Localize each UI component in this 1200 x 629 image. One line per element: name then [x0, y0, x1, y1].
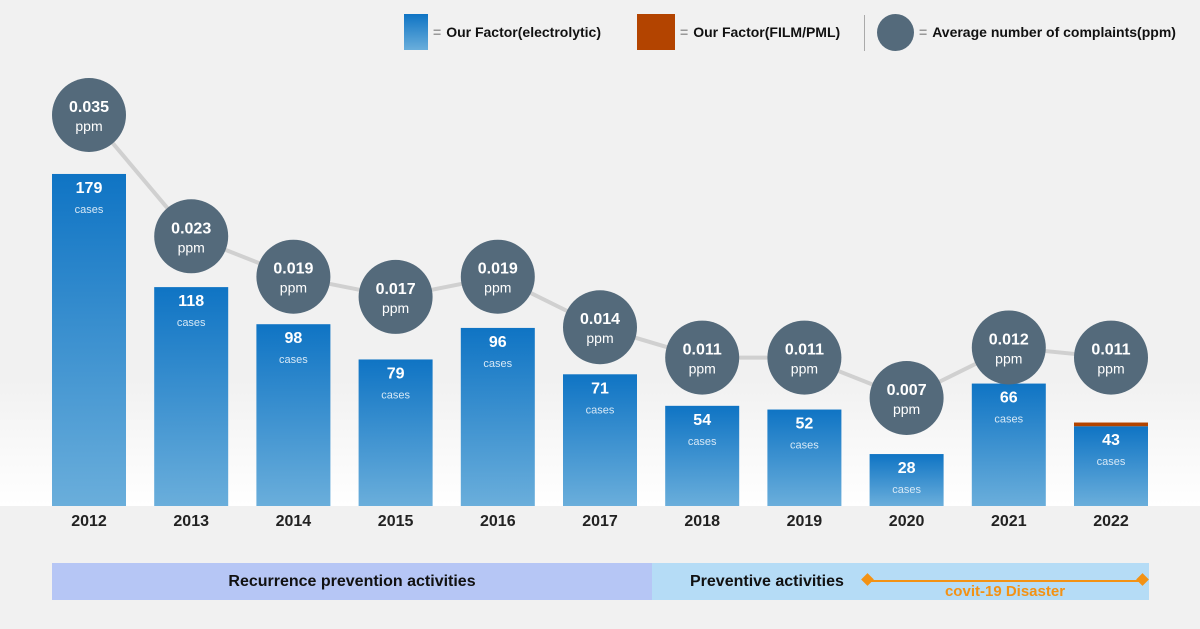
- x-tick-label: 2020: [889, 513, 925, 530]
- ppm-point-2015: [358, 259, 433, 334]
- bar-electrolytic-2021: [971, 383, 1046, 506]
- bar-unit-label: cases: [1097, 456, 1126, 468]
- ppm-unit-label: ppm: [280, 280, 307, 296]
- bar-electrolytic-2013: [154, 287, 229, 506]
- x-tick-label: 2022: [1093, 513, 1129, 530]
- ppm-value-label: 0.012: [989, 331, 1029, 348]
- legend-label-ppm: Average number of complaints(ppm): [932, 24, 1176, 40]
- ppm-value-label: 0.017: [376, 281, 416, 298]
- ppm-value-label: 0.019: [273, 261, 313, 278]
- x-tick-label: 2018: [684, 513, 720, 530]
- bar-unit-label: cases: [381, 389, 410, 401]
- ppm-point-2013: [154, 199, 229, 274]
- ppm-unit-label: ppm: [178, 239, 205, 255]
- bar-film-2022: [1074, 422, 1148, 427]
- ppm-point-2017: [563, 290, 637, 365]
- ppm-unit-label: ppm: [791, 361, 818, 377]
- ppm-point-2016: [460, 239, 535, 314]
- bar-electrolytic-2017: [563, 374, 637, 506]
- bar-electrolytic-2018: [665, 405, 740, 506]
- ppm-point-2020: [869, 360, 944, 435]
- ppm-unit-label: ppm: [484, 280, 511, 296]
- bar-unit-label: cases: [279, 354, 308, 366]
- x-tick-label: 2016: [480, 513, 516, 530]
- x-tick-label: 2013: [173, 513, 209, 530]
- ppm-unit-label: ppm: [893, 401, 920, 417]
- ppm-unit-label: ppm: [995, 350, 1022, 366]
- ppm-unit-label: ppm: [689, 361, 716, 377]
- covid-label: covit-19 Disaster: [944, 583, 1066, 600]
- legend-film: = Our Factor(FILM/PML): [637, 14, 840, 50]
- bar-unit-label: cases: [483, 358, 512, 370]
- legend-equals: =: [433, 24, 442, 40]
- legend-ppm: = Average number of complaints(ppm): [877, 13, 1176, 51]
- x-tick-label: 2012: [71, 513, 107, 530]
- band-recurrence-label: Recurrence prevention activities: [228, 572, 476, 590]
- ppm-value-label: 0.035: [69, 99, 109, 116]
- ppm-value-label: 0.007: [887, 382, 927, 399]
- bar-unit-label: cases: [75, 204, 104, 216]
- legend-swatch-electrolytic: [404, 14, 428, 50]
- bar-value-label: 28: [898, 460, 916, 477]
- ppm-value-label: 0.011: [785, 342, 824, 359]
- bar-electrolytic-2012: [52, 173, 126, 506]
- ppm-unit-label: ppm: [382, 300, 409, 316]
- bar-value-label: 52: [796, 416, 814, 433]
- legend-electrolytic: = Our Factor(electrolytic): [404, 14, 601, 50]
- bar-electrolytic-2022: [1074, 426, 1148, 506]
- ppm-point-2022: [1074, 320, 1148, 395]
- covid-range-line: [868, 580, 1143, 582]
- ppm-value-label: 0.014: [580, 311, 620, 328]
- legend-swatch-ppm: [877, 13, 914, 51]
- bar-electrolytic-2015: [358, 359, 433, 506]
- ppm-point-2021: [971, 310, 1046, 385]
- ppm-unit-label: ppm: [1097, 361, 1124, 377]
- bar-electrolytic-2014: [256, 324, 331, 506]
- legend-label-film: Our Factor(FILM/PML): [693, 24, 841, 40]
- bar-value-label: 179: [76, 180, 103, 197]
- bar-electrolytic-2020: [869, 454, 944, 506]
- bar-value-label: 96: [489, 334, 507, 351]
- band-recurrence: Recurrence prevention activities: [52, 563, 652, 600]
- legend-equals: =: [919, 24, 928, 40]
- ppm-point-2019: [767, 320, 842, 395]
- x-tick-label: 2015: [378, 513, 414, 530]
- bar-unit-label: cases: [177, 317, 206, 329]
- bar-unit-label: cases: [688, 436, 717, 448]
- legend-divider: [864, 15, 865, 51]
- ppm-point-2018: [665, 320, 740, 395]
- x-tick-label: 2014: [276, 513, 312, 530]
- ppm-value-label: 0.011: [1091, 342, 1130, 359]
- bar-unit-label: cases: [586, 404, 615, 416]
- legend-swatch-film: [637, 14, 675, 50]
- bar-unit-label: cases: [994, 414, 1023, 426]
- bar-value-label: 54: [693, 412, 711, 429]
- bar-unit-label: cases: [892, 484, 921, 496]
- bar-value-label: 43: [1102, 432, 1120, 449]
- bar-value-label: 71: [591, 380, 609, 397]
- ppm-value-label: 0.019: [478, 261, 518, 278]
- x-tick-label: 2019: [787, 513, 823, 530]
- ppm-value-label: 0.011: [683, 342, 722, 359]
- x-tick-label: 2021: [991, 513, 1027, 530]
- ppm-value-label: 0.023: [171, 220, 211, 237]
- bar-electrolytic-2016: [460, 327, 535, 506]
- bar-electrolytic-2019: [767, 409, 842, 506]
- bar-value-label: 79: [387, 365, 405, 382]
- ppm-point-2012: [52, 78, 126, 152]
- bar-value-label: 66: [1000, 390, 1018, 407]
- bar-unit-label: cases: [790, 440, 819, 452]
- legend-label-electrolytic: Our Factor(electrolytic): [446, 24, 602, 40]
- ppm-unit-label: ppm: [586, 330, 613, 346]
- band-preventive-label: Preventive activities: [690, 572, 844, 590]
- bar-value-label: 98: [285, 330, 303, 347]
- legend-equals: =: [680, 24, 689, 40]
- x-tick-label: 2017: [582, 513, 618, 530]
- ppm-point-2014: [256, 239, 331, 314]
- ppm-unit-label: ppm: [75, 118, 102, 134]
- bar-value-label: 118: [178, 293, 204, 310]
